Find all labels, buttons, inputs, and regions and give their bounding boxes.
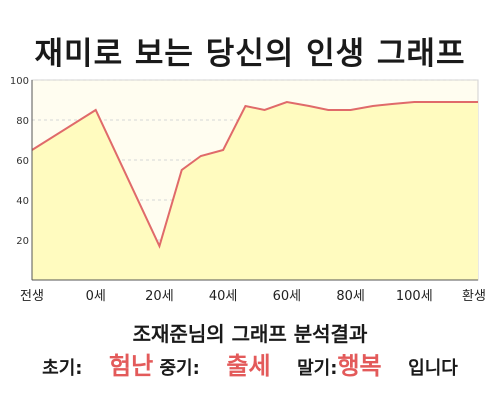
life-graph-chart: 20 40 60 80 100 전생 0세 20세 40세 60세 80세 100세 환생: [10, 76, 486, 304]
analysis-heading: 조재준님의 그래프 분석결과: [132, 322, 368, 346]
area-fill: [32, 102, 478, 280]
x-tick-label: 40세: [209, 289, 238, 304]
y-tick-labels: 20 40 60 80 100: [10, 76, 29, 247]
mid-label: 중기:: [159, 358, 200, 379]
x-tick-label: 20세: [145, 289, 174, 304]
x-tick-labels: 전생 0세 20세 40세 60세 80세 100세 환생: [20, 289, 486, 304]
x-tick-label: 환생: [462, 289, 486, 304]
y-tick-label: 100: [10, 76, 29, 87]
ending-text: 입니다: [408, 358, 458, 379]
late-label: 말기:: [297, 358, 338, 379]
x-tick-label: 60세: [273, 289, 302, 304]
x-tick-label: 전생: [20, 289, 44, 304]
y-tick-label: 40: [16, 196, 29, 207]
series-line: [31, 100, 478, 249]
early-label: 초기:: [42, 358, 83, 379]
x-tick-label: 80세: [336, 289, 365, 304]
y-tick-label: 80: [16, 116, 29, 127]
early-value: 험난: [109, 352, 154, 380]
late-value: 행복: [337, 352, 382, 380]
mid-value: 출세: [226, 352, 271, 380]
y-tick-label: 60: [16, 156, 29, 167]
chart-title: 재미로 보는 당신의 인생 그래프: [34, 36, 466, 72]
analysis-result: 초기: 험난 중기: 출세 말기:행복 입니다: [0, 346, 500, 381]
y-tick-label: 20: [16, 236, 29, 247]
x-tick-label: 0세: [86, 289, 106, 304]
x-tick-label: 100세: [396, 289, 433, 304]
